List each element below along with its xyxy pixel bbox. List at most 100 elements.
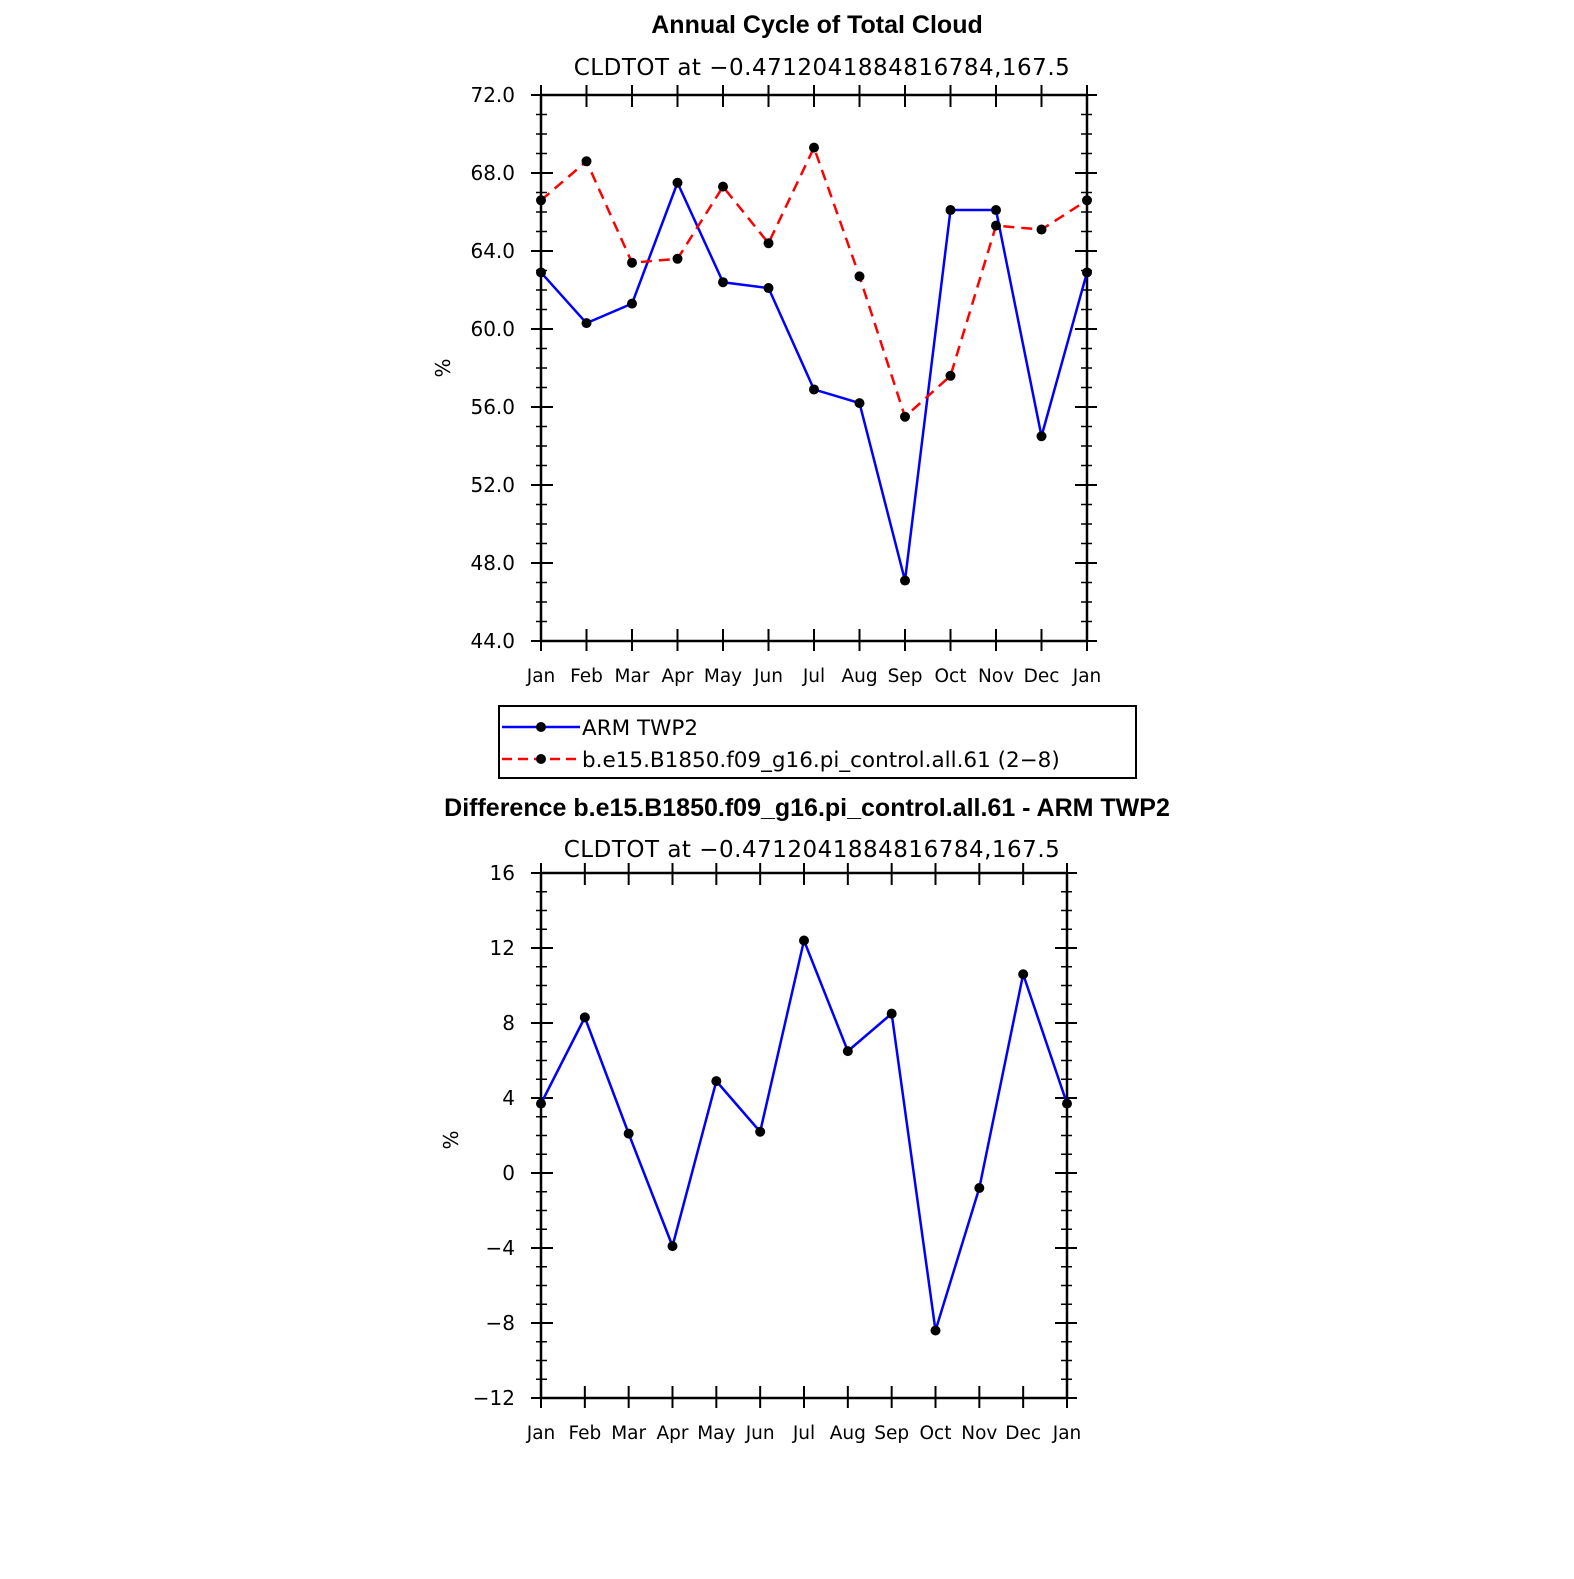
chart-1-series-0-point [854,398,865,409]
chart-1-series-0-point [672,177,683,188]
chart-2-x-tick-label: Oct [920,1423,952,1444]
chart-2-series-0-point [974,1183,985,1193]
chart-2-title: Difference b.e15.B1850.f09_g16.pi_contro… [444,794,1170,822]
chart-1-x-tick-label: Sep [888,666,923,687]
chart-1-series-0-point [536,267,546,278]
chart-2-y-axis-label: % [439,1130,463,1149]
legend: ARM TWP2 b.e15.B1850.f09_g16.pi_control.… [498,705,1137,779]
chart-2-series-0-point [755,1126,766,1137]
chart-2-x-tick-label: Dec [1005,1423,1041,1444]
chart-2-y-tick-label: −8 [486,1311,515,1335]
chart-1-x-tick-label: Aug [841,666,877,687]
chart-2-x-tick-label: Mar [611,1423,646,1444]
chart-1-x-tick-label: Feb [570,666,603,687]
chart-1-y-tick-label: 56.0 [470,395,515,419]
chart-2-y-tick-label: 0 [502,1161,515,1185]
chart-2-y-tick-label: 16 [490,861,515,885]
chart-2-series-0-point [711,1076,722,1087]
chart-1-plot-frame [539,93,1089,643]
chart-1-subtitle: CLDTOT at −0.4712041884816784,167.5 [574,55,1071,81]
chart-1-series-0-point [763,283,774,294]
chart-1-x-tick-label: Oct [935,666,967,687]
chart-1-series-0-point [900,575,910,586]
chart-1-series-0-point [1036,431,1047,442]
chart-2-x-tick-label: Feb [568,1423,601,1444]
chart-1-series-1-line [540,146,1088,418]
chart-1-series-1-point [763,238,774,249]
chart-2-series-0-point [536,1098,546,1109]
chart-2-subtitle: CLDTOT at −0.4712041884816784,167.5 [564,837,1061,863]
chart-2-series-0-point [579,1012,590,1023]
chart-2-x-tick-label: Sep [874,1423,909,1444]
legend-model-marker [536,754,546,764]
chart-2-x-tick-label: Jun [745,1423,775,1444]
chart-2-y-tick-label: 4 [502,1086,515,1110]
chart-1-series-1-point [581,156,592,167]
chart-1-y-tick-label: 68.0 [470,161,515,185]
chart-1-y-tick-label: 44.0 [470,629,515,653]
chart-1-series-0-point [991,205,1001,216]
chart-1-series-1-point [900,411,910,422]
legend-arm-label: ARM TWP2 [582,716,698,741]
chart-1-series-1-point [672,253,683,264]
chart-1-series [536,142,1092,586]
chart-1-series-1-point [1036,224,1047,235]
chart-1-series-1-point [627,257,637,268]
annual-cycle-panel: Annual Cycle of Total Cloud CLDTOT at −0… [431,11,1101,687]
chart-2-series-0-point [623,1128,634,1139]
chart-1-y-tick-label: 64.0 [470,239,515,263]
chart-1-x-tick-label: Apr [661,666,693,687]
chart-1-axes: 44.0 48.0 52.0 56.0 60.0 64.0 68.0 72.0 Jan Feb Ma… [470,83,1101,687]
chart-1-series-0-point [581,318,592,329]
chart-2-series-0-point [667,1241,678,1252]
chart-2-x-tick-label: May [697,1423,735,1444]
chart-1-title: Annual Cycle of Total Cloud [651,11,982,39]
chart-2-y-tick-label: −4 [486,1236,515,1260]
chart-1-x-tick-label: Nov [978,666,1014,687]
chart-2-x-tick-label: Apr [656,1423,688,1444]
chart-1-y-tick-label: 60.0 [470,317,515,341]
chart-1-y-tick-label: 48.0 [470,551,515,575]
chart-1-x-tick-label: Dec [1024,666,1060,687]
chart-2-series-0-point [842,1046,853,1057]
chart-2-y-tick-label: 8 [502,1011,515,1035]
chart-1-x-tick-label: Jul [802,666,825,687]
legend-arm-marker [536,722,546,732]
legend-box [498,705,1137,779]
chart-1-series-1-point [945,370,956,381]
chart-2-x-tick-label: Jan [1052,1423,1082,1444]
chart-2-axes: −12 −8 −4 0 4 8 12 16 Jan Feb Mar Apr May Jun Jul Aug Se… [473,861,1081,1444]
chart-2-x-tick-label: Aug [830,1423,866,1444]
chart-2-series [536,935,1072,1336]
chart-1-series-1-point [1082,195,1092,206]
chart-1-y-tick-label: 52.0 [470,473,515,497]
legend-model-label: b.e15.B1850.f09_g16.pi_control.all.61 (2… [582,748,1060,773]
chart-2-x-tick-label: Jan [526,1423,556,1444]
chart-1-series-0-point [945,205,956,216]
chart-1-series-1-point [809,142,819,153]
chart-2-series-0-point [930,1325,941,1336]
chart-2-series-0-point [1018,969,1029,980]
chart-2-plot-frame [539,871,1069,1400]
chart-2-x-tick-label: Nov [961,1423,997,1444]
chart-1-y-tick-label: 72.0 [470,83,515,107]
chart-1-series-1-point [991,220,1001,231]
chart-2-series-0-point [1062,1098,1072,1109]
chart-1-series-1-point [854,271,865,282]
chart-1-series-0-point [718,277,728,288]
chart-2-y-tick-label: −12 [473,1386,515,1410]
chart-1-x-tick-label: Jan [526,666,556,687]
chart-1-series-1-point [718,181,728,192]
difference-panel: Difference b.e15.B1850.f09_g16.pi_contro… [439,794,1170,1444]
chart-2-series-0-point [799,935,809,946]
chart-1-series-0-point [1082,267,1092,278]
chart-1-x-tick-label: Jan [1072,666,1102,687]
chart-2-series-0-line [539,939,1069,1332]
chart-2-x-tick-label: Jul [792,1423,815,1444]
chart-1-y-axis-label: % [431,358,455,377]
chart-2-series-0-point [886,1008,897,1019]
chart-2-y-tick-label: 12 [490,936,515,960]
chart-1-series-1-point [536,195,546,206]
